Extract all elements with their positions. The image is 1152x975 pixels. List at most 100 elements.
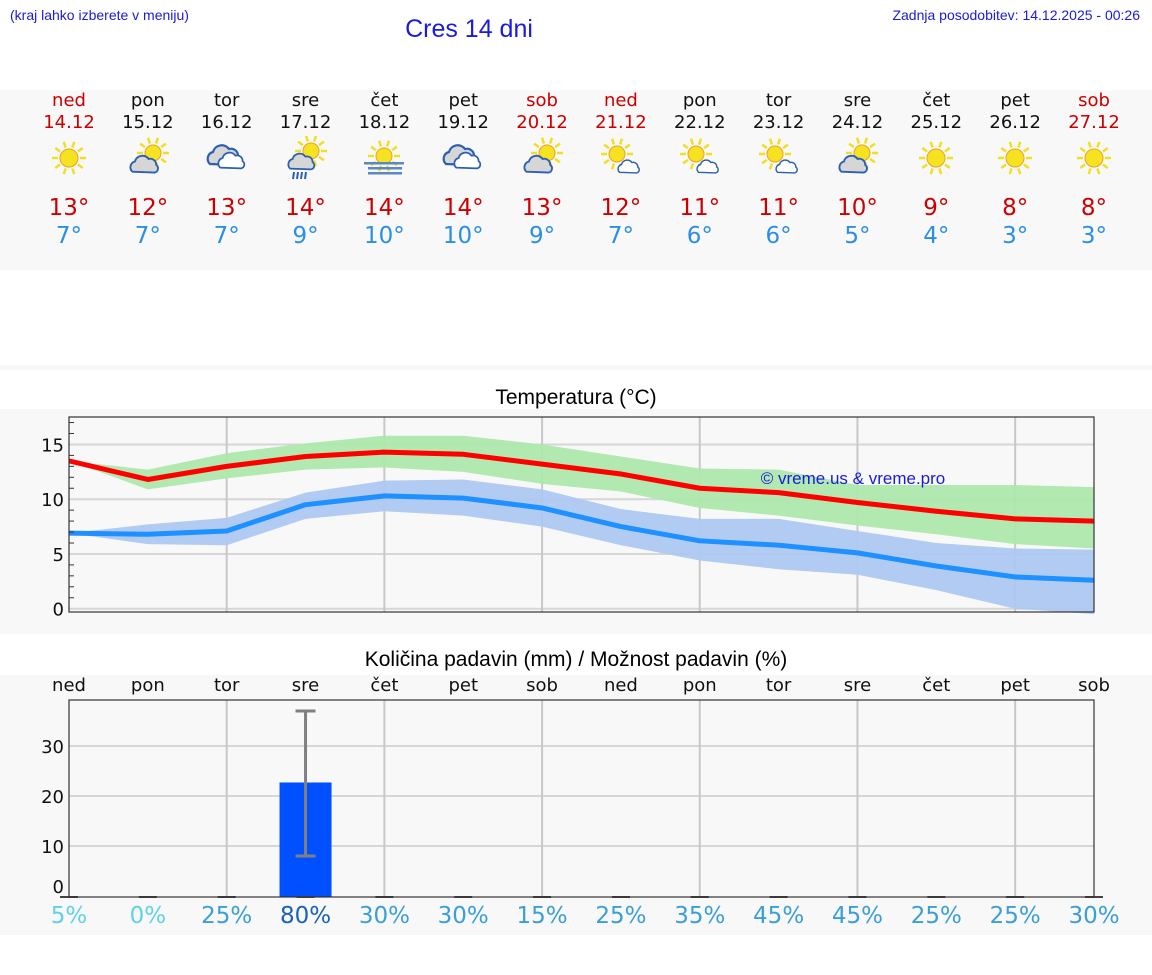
separator xyxy=(0,365,1152,370)
y-tick-label: 10 xyxy=(41,837,64,858)
sun-icon xyxy=(998,141,1033,175)
max-temp: 13° xyxy=(48,195,90,221)
y-tick-label: 30 xyxy=(41,737,64,758)
y-tick-label: 5 xyxy=(53,545,64,566)
day-name: ned xyxy=(603,90,638,111)
min-temp: 10° xyxy=(442,223,484,249)
day-date: 14.12 xyxy=(43,112,95,133)
precip-day-label: ned xyxy=(52,675,86,696)
y-tick-label: 0 xyxy=(53,600,64,621)
day-name: čet xyxy=(370,90,399,111)
precip-chance: 0% xyxy=(129,903,167,929)
min-temp: 7° xyxy=(134,223,161,249)
day-name: tor xyxy=(213,90,240,111)
day-name: sre xyxy=(291,90,320,111)
location-menu-hint[interactable]: (kraj lahko izberete v meniju) xyxy=(10,7,189,23)
max-temp: 9° xyxy=(923,195,950,221)
max-temp: 8° xyxy=(1002,195,1029,221)
sun-behind-cloud-icon xyxy=(523,137,564,174)
day-name: sob xyxy=(526,90,558,111)
sun-icon xyxy=(1077,141,1111,175)
precip-day-label: pet xyxy=(448,675,478,696)
last-updated: Zadnja posodobitev: 14.12.2025 - 00:26 xyxy=(892,7,1140,23)
day-column: pon 22.12 11° 6° xyxy=(660,90,740,250)
min-temp: 10° xyxy=(363,223,405,249)
day-date: 21.12 xyxy=(595,112,647,133)
max-temp: 11° xyxy=(679,195,721,221)
precip-plot: 0 10 20 30 xyxy=(41,699,1103,898)
min-temp: 9° xyxy=(528,223,556,249)
precip-chance: 80% xyxy=(279,903,332,929)
day-column: pon 15.12 12° 7° xyxy=(108,90,188,250)
day-name: sre xyxy=(843,90,872,111)
precip-day-label: sob xyxy=(1078,675,1110,696)
day-date: 24.12 xyxy=(831,112,884,133)
min-temp: 7° xyxy=(213,223,240,249)
max-temp: 11° xyxy=(758,195,799,221)
precip-chance: 25% xyxy=(989,903,1041,929)
precip-day-label: sre xyxy=(291,675,320,696)
min-temp: 3° xyxy=(1002,223,1029,249)
day-date: 16.12 xyxy=(200,112,253,133)
day-column: tor 16.12 13° 7° xyxy=(187,90,267,250)
max-temp: 13° xyxy=(521,195,563,221)
day-column: tor 23.12 11° 6° xyxy=(739,90,819,250)
day-date: 22.12 xyxy=(674,112,726,133)
min-temp: 6° xyxy=(765,223,792,249)
temperature-chart: 0 5 10 15 © vreme.us & vreme.pro xyxy=(0,409,1152,634)
max-temp: 14° xyxy=(363,195,405,221)
cloudy-icon xyxy=(206,144,245,170)
max-temp: 10° xyxy=(837,195,878,221)
precip-chance: 25% xyxy=(201,903,253,929)
precip-day-label: tor xyxy=(765,675,792,696)
precip-chance: 30% xyxy=(358,903,410,929)
day-name: čet xyxy=(922,90,951,111)
day-name: sob xyxy=(1078,90,1110,111)
max-temp: 12° xyxy=(600,195,642,221)
precip-day-label: tor xyxy=(213,675,240,696)
precip-chance: 25% xyxy=(910,903,962,929)
precip-chance: 25% xyxy=(595,903,647,929)
precip-day-label: pet xyxy=(1000,675,1030,696)
day-column: sob 27.12 8° 3° xyxy=(1054,90,1134,250)
day-name: pet xyxy=(1000,90,1030,111)
day-column: ned 14.12 13° 7° xyxy=(29,90,109,250)
y-tick-label: 15 xyxy=(41,435,64,456)
max-temp: 8° xyxy=(1080,195,1108,221)
min-temp: 7° xyxy=(55,223,83,249)
day-column: pet 26.12 8° 3° xyxy=(975,90,1055,250)
sun-behind-cloud-icon xyxy=(838,137,879,174)
day-column: čet 25.12 9° 4° xyxy=(896,90,976,250)
day-column: pet 19.12 14° 10° xyxy=(423,90,503,250)
max-temp: 14° xyxy=(285,195,326,221)
day-date: 20.12 xyxy=(516,112,568,133)
precip-day-label: ned xyxy=(603,675,638,696)
precip-day-label: pon xyxy=(682,675,717,696)
daily-forecast-strip: ned 14.12 13° 7° pon 15.12 12° 7° tor 16.12 13° 7° s… xyxy=(0,90,1152,270)
sun-small-cloud-icon xyxy=(600,138,640,174)
day-name: pon xyxy=(130,90,165,111)
precip-day-label: sre xyxy=(843,675,872,696)
sun-cloud-rain-icon xyxy=(287,136,327,180)
day-date: 25.12 xyxy=(910,112,963,133)
day-name: ned xyxy=(52,90,86,111)
day-date: 18.12 xyxy=(358,112,411,133)
min-temp: 4° xyxy=(923,223,950,249)
day-date: 19.12 xyxy=(437,112,489,133)
sun-behind-cloud-icon xyxy=(129,137,169,174)
day-date: 17.12 xyxy=(279,112,332,133)
page-title: Cres 14 dni xyxy=(405,15,533,43)
max-temp: 13° xyxy=(206,195,248,221)
temperature-plot: 0 5 10 15 © vreme.us & vreme.pro xyxy=(41,416,1095,621)
day-column: čet 18.12 14° 10° xyxy=(344,90,424,250)
sun-icon xyxy=(919,141,954,175)
precip-chance: 15% xyxy=(516,903,568,929)
min-temp: 7° xyxy=(607,223,634,249)
precip-chance: 45% xyxy=(753,903,805,929)
cloudy-icon xyxy=(442,144,482,170)
min-temp: 5° xyxy=(844,223,871,249)
precip-day-label: pon xyxy=(130,675,165,696)
precip-chance: 45% xyxy=(831,903,884,929)
precip-chance: 30% xyxy=(437,903,489,929)
day-column: sre 17.12 14° 9° xyxy=(266,90,346,250)
